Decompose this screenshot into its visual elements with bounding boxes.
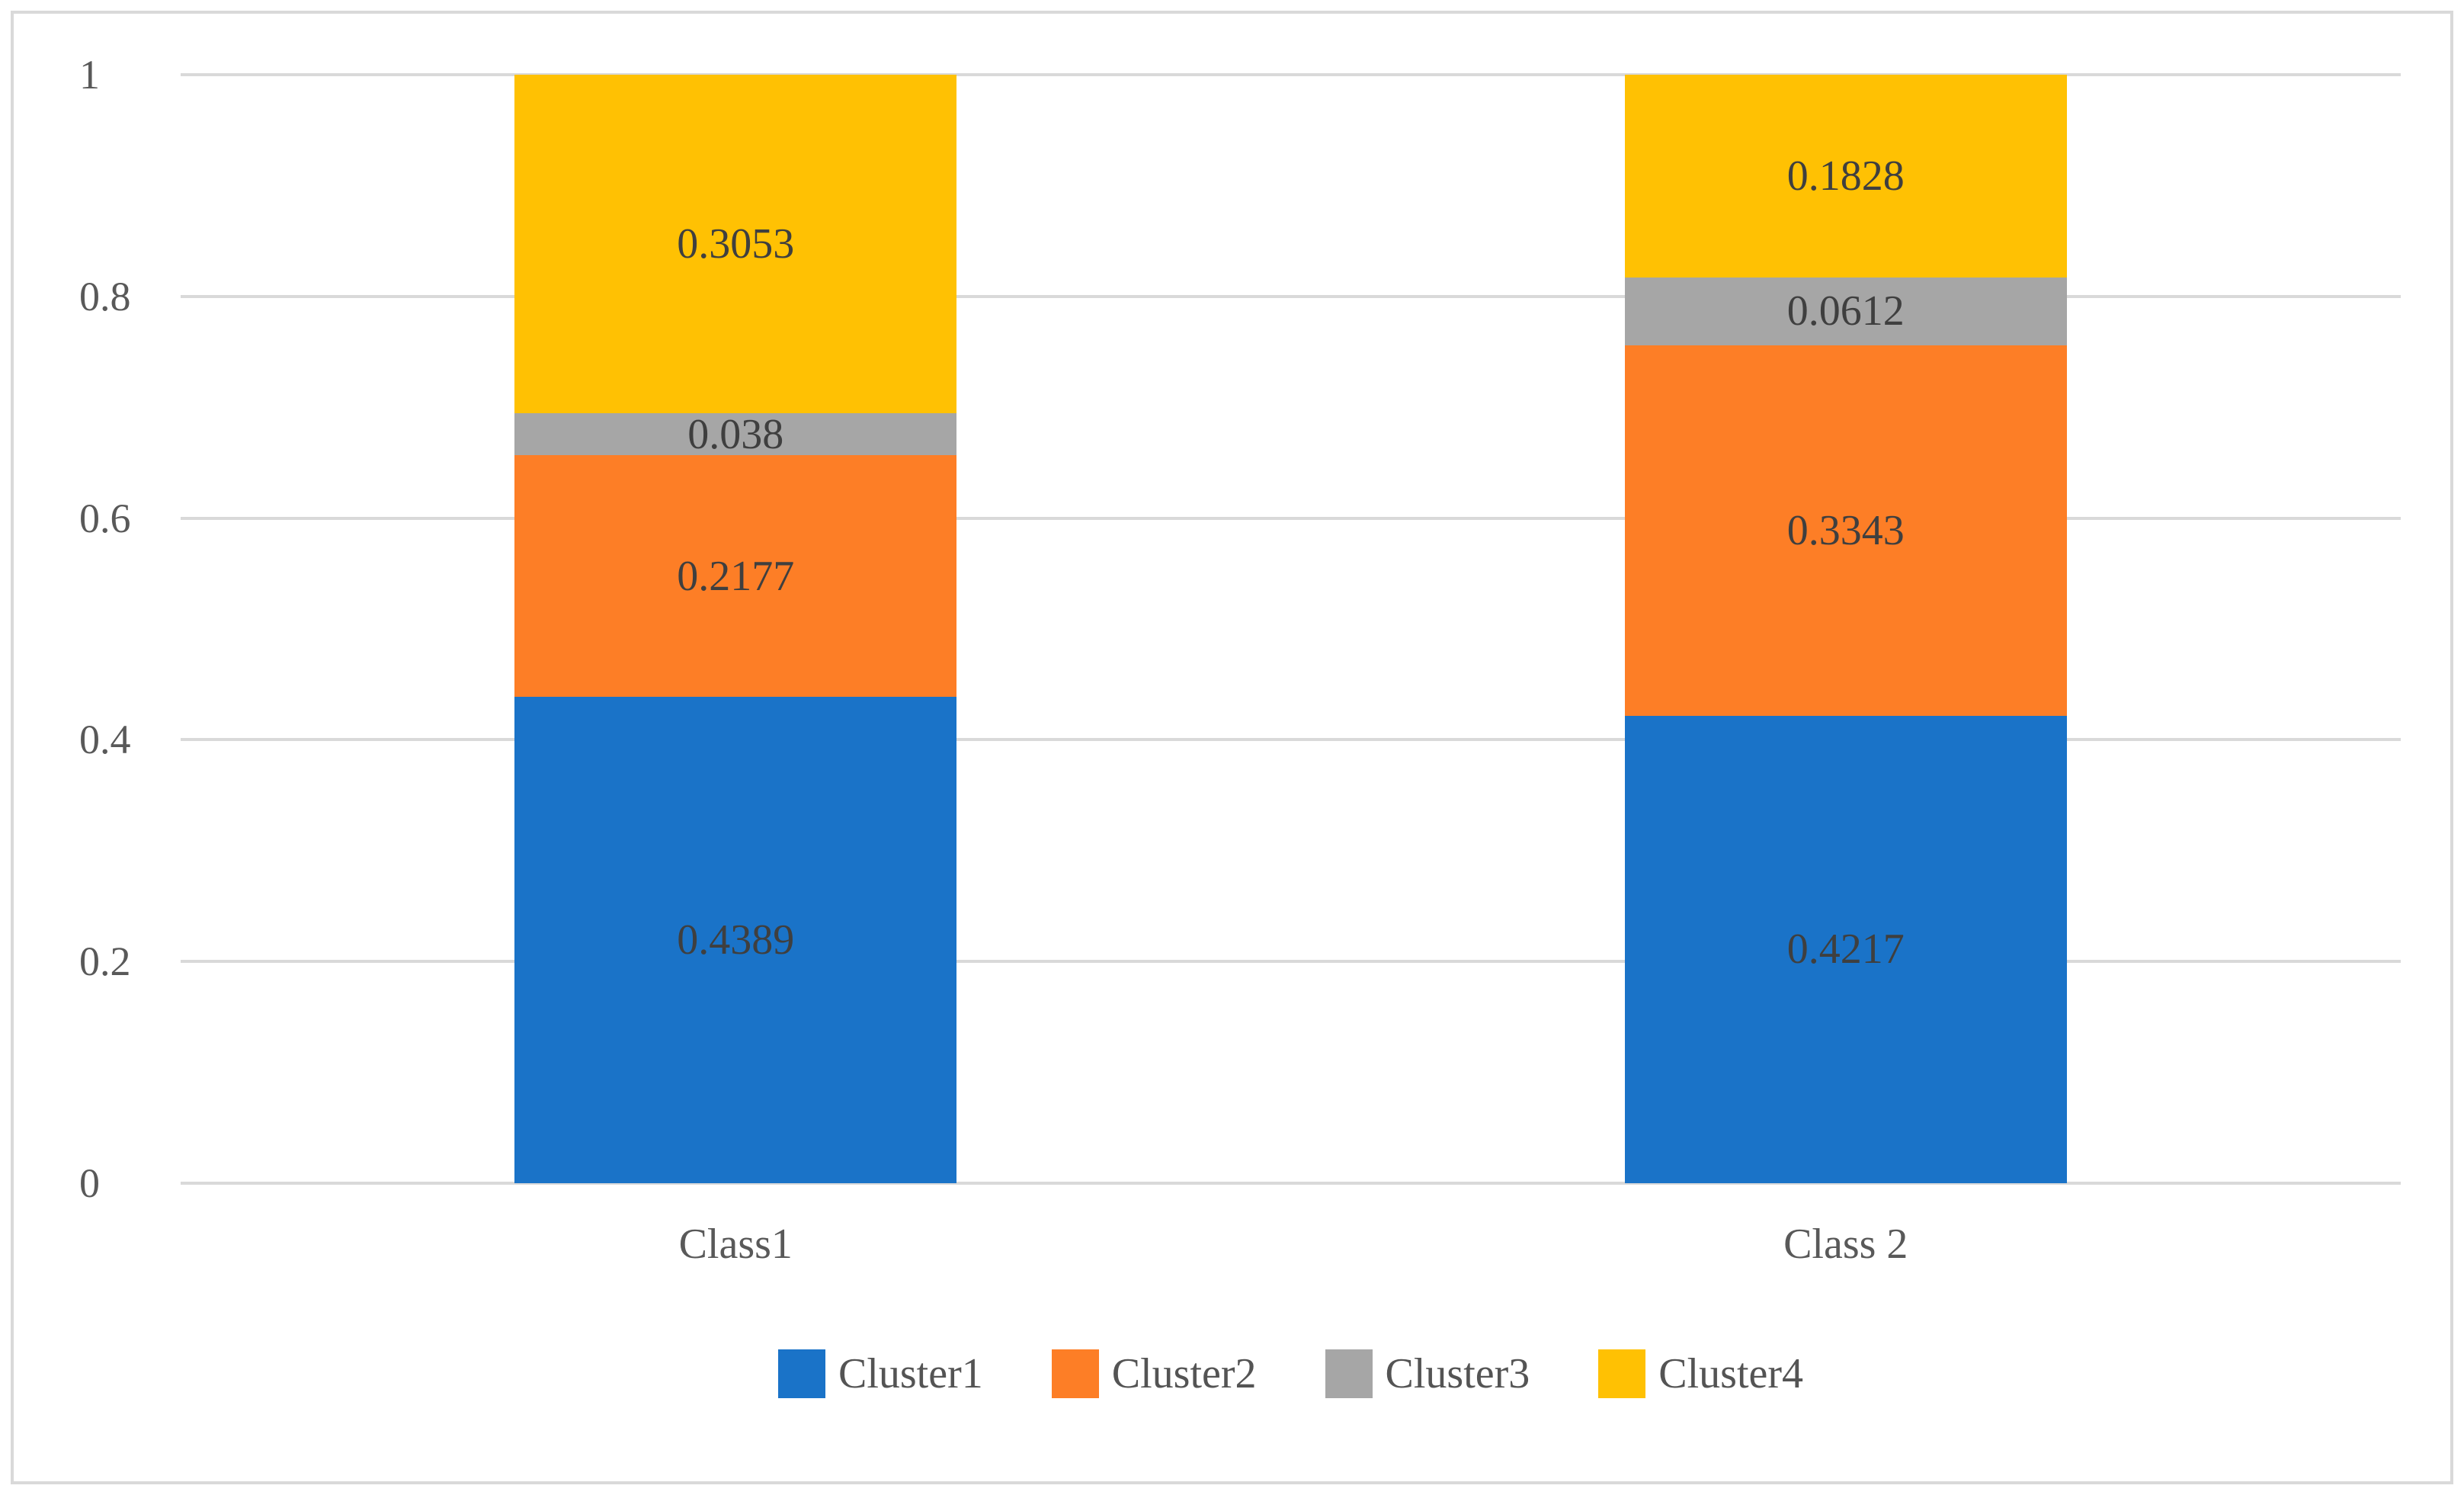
legend-item-cluster2: Cluster2	[1051, 1349, 1257, 1398]
y-axis-tick-label: 1	[79, 52, 100, 98]
y-axis-tick-label: 0	[79, 1160, 100, 1206]
gridline	[181, 294, 2401, 298]
data-label: 0.1828	[1786, 152, 1905, 200]
bar-segment-cluster3: 0.038	[514, 411, 957, 458]
bar-segment-cluster2: 0.2177	[514, 455, 957, 697]
y-axis-tick-label: 0.2	[79, 938, 131, 985]
legend-swatch-cluster1	[777, 1349, 825, 1398]
data-label: 0.3053	[677, 220, 795, 268]
y-axis-tick-label: 0.4	[79, 717, 131, 763]
y-axis-tick-label: 0.6	[79, 495, 131, 541]
bar-segment-cluster4: 0.3053	[514, 75, 957, 414]
legend-label: Cluster4	[1658, 1350, 1804, 1397]
legend-swatch-cluster4	[1598, 1349, 1646, 1398]
gridline	[181, 738, 2401, 742]
bar-segment-cluster2: 0.3343	[1624, 345, 2067, 716]
legend-label: Cluster1	[838, 1350, 983, 1397]
chart-legend: Cluster1 Cluster2 Cluster3 Cluster4	[181, 1349, 2401, 1398]
gridline	[181, 1182, 2401, 1185]
legend-label: Cluster2	[1111, 1350, 1257, 1397]
bar-column: 0.4389 0.2177 0.038 0.3053	[514, 75, 957, 1183]
x-axis-category-label: Class 2	[1783, 1221, 1908, 1268]
legend-swatch-cluster3	[1325, 1349, 1373, 1398]
data-label: 0.038	[687, 410, 784, 458]
data-label: 0.2177	[677, 552, 795, 600]
data-label: 0.4389	[677, 916, 795, 964]
gridline	[181, 960, 2401, 964]
bar-segment-cluster4: 0.1828	[1624, 75, 2067, 278]
legend-item-cluster1: Cluster1	[777, 1349, 983, 1398]
data-label: 0.3343	[1786, 506, 1905, 554]
legend-item-cluster3: Cluster3	[1325, 1349, 1530, 1398]
data-label: 0.0612	[1786, 287, 1905, 335]
bar-segment-cluster1: 0.4217	[1624, 715, 2067, 1183]
data-label: 0.4217	[1786, 926, 1905, 974]
legend-label: Cluster3	[1385, 1350, 1530, 1397]
bar-segment-cluster1: 0.4389	[514, 696, 957, 1183]
gridline	[181, 73, 2401, 76]
figure-border	[11, 11, 2453, 1484]
bar-segment-cluster3: 0.0612	[1624, 277, 2067, 345]
bar-column: 0.4217 0.3343 0.0612 0.1828	[1624, 75, 2067, 1183]
legend-item-cluster4: Cluster4	[1598, 1349, 1803, 1398]
legend-swatch-cluster2	[1051, 1349, 1099, 1398]
y-axis-tick-label: 0.8	[79, 273, 131, 319]
x-axis-category-label: Class1	[678, 1221, 793, 1268]
gridline	[181, 516, 2401, 520]
